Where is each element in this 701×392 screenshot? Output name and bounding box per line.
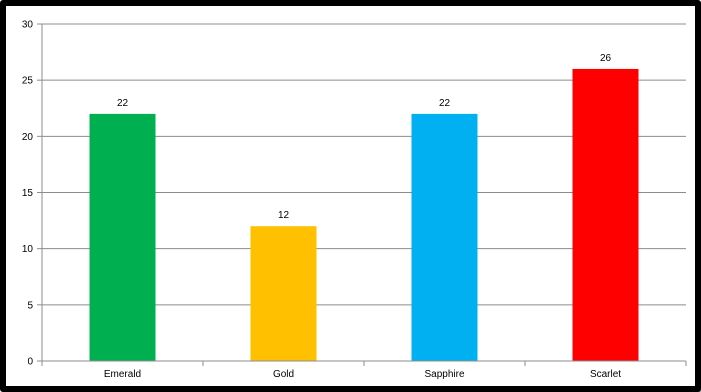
data-label-gold: 12 [278,210,290,221]
y-tick-label-15: 15 [22,188,34,199]
y-tick-label-30: 30 [22,20,34,31]
y-tick-label-25: 25 [22,76,34,87]
axes [37,23,687,366]
bar-scarlet [572,68,639,361]
y-tick-label-10: 10 [22,244,34,255]
bar-sapphire [411,113,478,361]
bar-gold [250,226,317,361]
bar-emerald [89,113,156,361]
x-tick-label-gold: Gold [273,369,294,380]
y-tick-label-5: 5 [27,300,33,311]
y-tick-label-0: 0 [27,357,33,368]
data-label-scarlet: 26 [600,53,612,64]
labels: 0 5 10 15 20 25 30 22 Emerald 12 Gold 22 Sapphire 26 S… [22,20,621,381]
x-tick-label-scarlet: Scarlet [590,369,621,380]
bars [89,68,639,361]
y-tick-label-20: 20 [22,132,34,143]
x-tick-label-emerald: Emerald [104,369,141,380]
data-label-sapphire: 22 [439,98,451,109]
data-label-emerald: 22 [117,98,129,109]
x-tick-label-sapphire: Sapphire [424,369,464,380]
